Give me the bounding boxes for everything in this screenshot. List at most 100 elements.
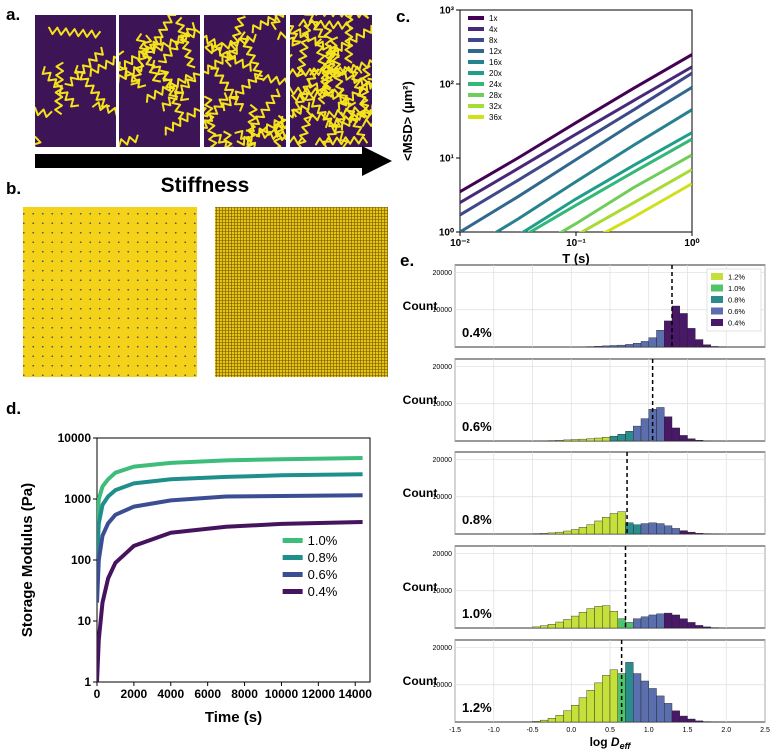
histogram-bar — [602, 605, 611, 629]
histogram-bar — [640, 418, 649, 442]
histogram-bar — [555, 531, 564, 535]
x-tick-label: -1.0 — [488, 727, 500, 734]
histogram-bar — [586, 608, 595, 629]
histogram-bar — [695, 720, 704, 723]
histogram-bar — [640, 523, 649, 535]
histogram-bar — [540, 533, 549, 535]
chain — [337, 87, 366, 137]
histogram-bar — [656, 523, 665, 535]
panel-a-images — [35, 15, 372, 147]
chain — [306, 97, 344, 140]
chain — [259, 126, 286, 140]
chain — [64, 46, 104, 87]
chain — [119, 61, 147, 89]
chain — [296, 24, 312, 78]
x-tick-label: 10⁰ — [684, 238, 699, 249]
series-line — [603, 182, 692, 232]
panel-label: b. — [6, 179, 21, 198]
x-tick-label: -1.5 — [449, 727, 461, 734]
series-line — [493, 108, 692, 232]
x-tick-label: 10⁻² — [450, 238, 470, 249]
chain — [119, 134, 139, 147]
panel-label: d. — [6, 399, 21, 418]
y-tick-label: 10000 — [433, 401, 453, 408]
panel-b-images — [23, 207, 388, 377]
histogram-bar — [602, 517, 611, 535]
legend-swatch — [711, 284, 723, 292]
histogram-bar — [671, 528, 680, 535]
histogram-bar — [602, 345, 611, 348]
legend-label: 28x — [489, 91, 502, 100]
chain — [223, 130, 233, 147]
histogram-bar — [695, 533, 704, 535]
histogram-bar — [547, 624, 556, 629]
histogram-bar — [633, 343, 642, 348]
series-line — [578, 168, 692, 232]
legend-label: 24x — [489, 80, 502, 89]
histogram-bar — [656, 613, 665, 629]
histogram-bar — [702, 626, 711, 629]
histogram-bar — [578, 697, 587, 723]
chain — [41, 65, 80, 108]
x-tick-label: 0 — [94, 687, 101, 701]
snapshot — [204, 15, 286, 147]
chain — [290, 67, 320, 77]
histogram-bar — [617, 511, 626, 535]
histogram-bar — [671, 305, 680, 348]
chain — [304, 15, 327, 38]
y-tick-label: 20000 — [433, 364, 453, 371]
chain — [119, 36, 162, 71]
histogram-bar — [664, 320, 673, 348]
chain — [314, 15, 369, 19]
legend-swatch — [711, 307, 723, 315]
snapshot — [119, 15, 200, 147]
x-axis-label-part: log — [590, 735, 611, 749]
histogram-bar — [687, 328, 696, 348]
histogram-bar — [640, 616, 649, 629]
x-axis-label-part: D — [611, 735, 620, 749]
y-tick-label: 20000 — [433, 551, 453, 558]
chain — [205, 33, 257, 55]
stiffness-arrow — [35, 146, 392, 176]
histogram-bar — [547, 532, 556, 535]
histogram-bar — [555, 621, 564, 629]
histogram-bar — [609, 345, 618, 348]
chain — [255, 129, 286, 142]
histogram-bar — [617, 434, 626, 442]
chain — [160, 69, 185, 120]
legend-label: 1x — [489, 14, 497, 23]
y-tick-label: 10 — [78, 614, 92, 628]
chain — [135, 32, 162, 83]
legend-label: 4x — [489, 25, 497, 34]
histogram-bar — [563, 530, 572, 535]
histogram-bar — [547, 718, 556, 723]
y-axis-label: <MSD> (µm²) — [400, 81, 415, 161]
chain — [323, 36, 339, 90]
chain — [296, 109, 314, 147]
series-line — [97, 456, 363, 524]
y-tick-label: 10000 — [433, 307, 453, 314]
histogram-bar — [609, 669, 618, 723]
x-tick-label: -0.5 — [526, 727, 538, 734]
legend-label: 16x — [489, 58, 502, 67]
legend-label: 36x — [489, 113, 502, 122]
x-tick-label: 10000 — [265, 687, 299, 701]
chain — [54, 61, 65, 116]
histogram-bar — [656, 695, 665, 723]
histogram-bar — [633, 524, 642, 535]
series-line — [97, 520, 363, 682]
histogram-bar — [571, 439, 580, 442]
y-tick-label: 10² — [440, 80, 455, 91]
histogram-bar — [602, 437, 611, 442]
series-line — [460, 53, 692, 193]
series-line — [460, 65, 692, 204]
histogram-bar — [679, 435, 688, 442]
snapshot — [35, 15, 116, 147]
y-tick-label: 10¹ — [440, 154, 455, 165]
panel-tag: 1.0% — [462, 606, 492, 621]
chain — [158, 21, 196, 64]
histogram-bar — [602, 675, 611, 723]
histogram-bar — [695, 625, 704, 629]
chain — [222, 73, 263, 112]
